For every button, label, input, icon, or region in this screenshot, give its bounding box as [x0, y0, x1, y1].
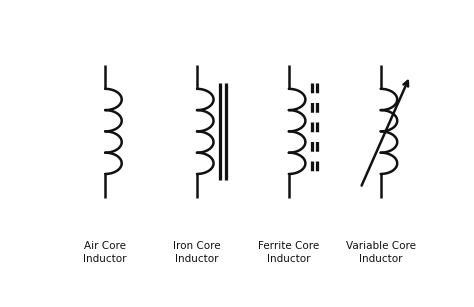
- Text: Air Core
Inductor: Air Core Inductor: [83, 241, 127, 264]
- Text: Iron Core
Inductor: Iron Core Inductor: [173, 241, 221, 264]
- Text: Ferrite Core
Inductor: Ferrite Core Inductor: [258, 241, 319, 264]
- Text: Variable Core
Inductor: Variable Core Inductor: [346, 241, 416, 264]
